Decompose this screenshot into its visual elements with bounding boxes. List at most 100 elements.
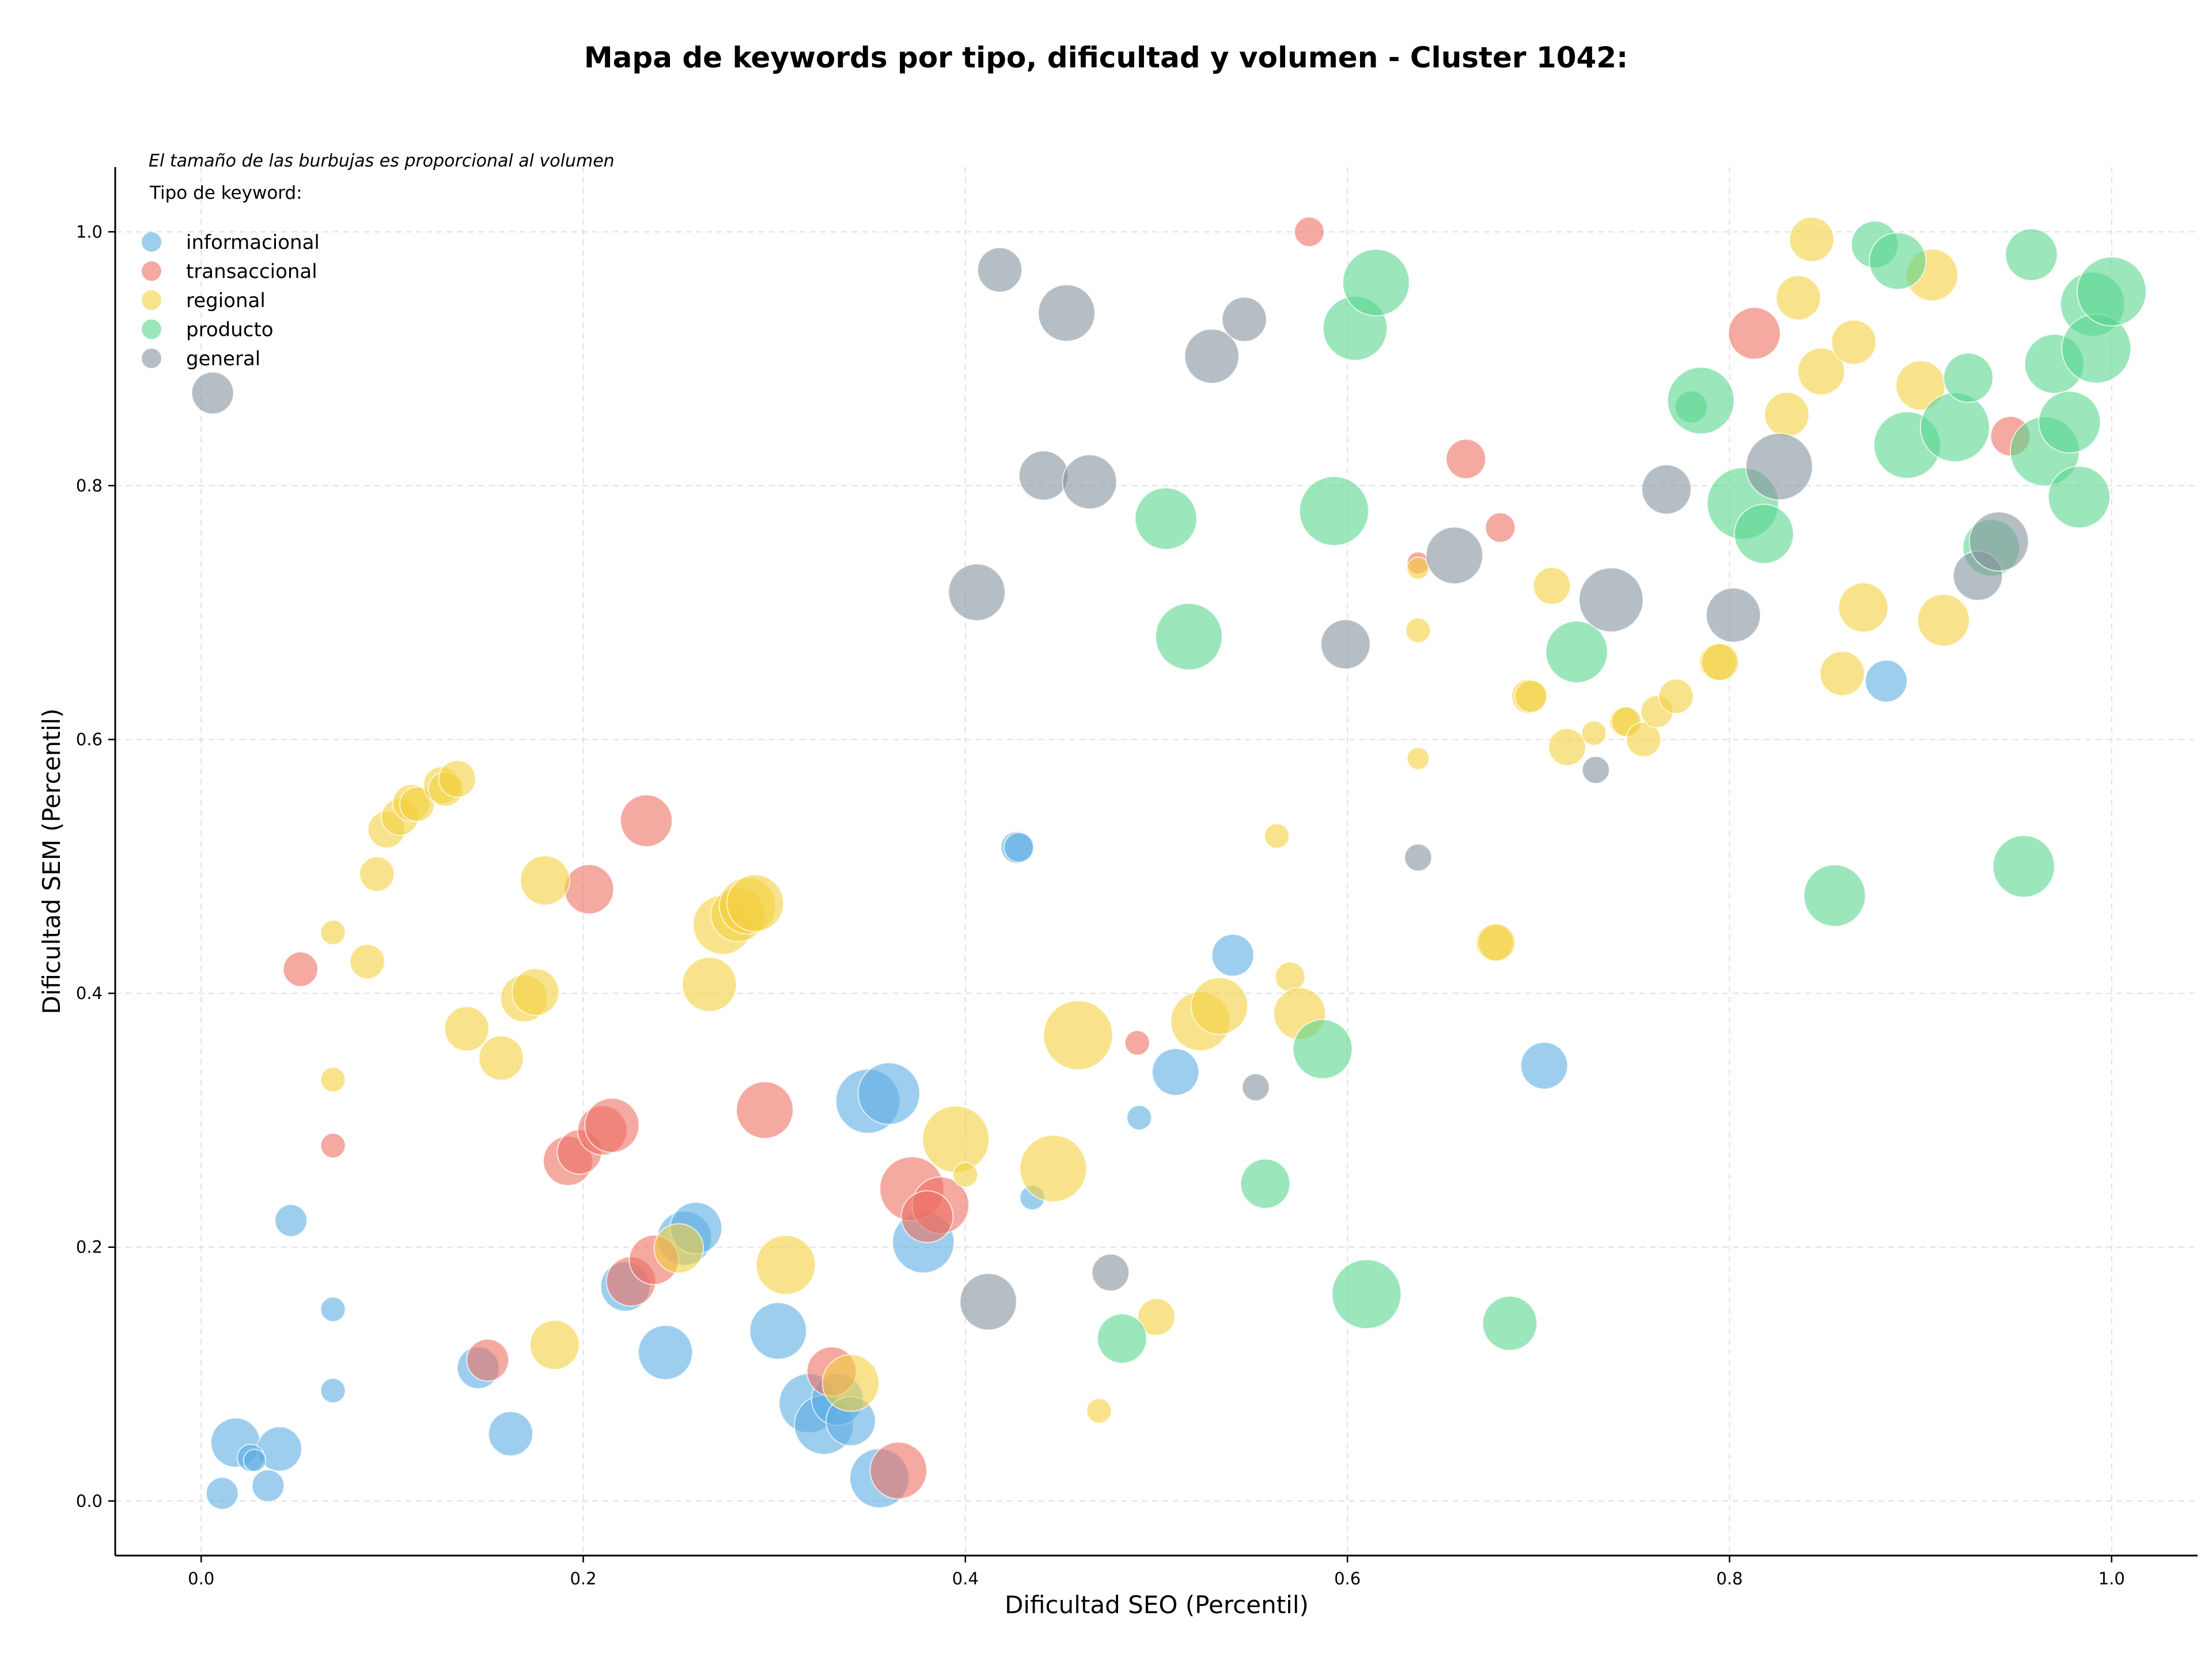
bubble-informacional [243,1448,267,1473]
y-tick-label: 0.0 [76,1491,103,1511]
bubble-transaccional [900,1190,954,1243]
legend-marker [142,319,161,339]
size-annotation: El tamaño de las burbujas es proporciona… [149,151,615,171]
x-axis-label: Dificultad SEO (Percentil) [1005,1591,1309,1619]
chart-title: Mapa de keywords por tipo, dificultad y … [584,41,1628,74]
bubble-general [959,1273,1017,1331]
bubble-regional [399,786,435,822]
bubble-regional [444,1006,490,1052]
bubble-regional [1137,1297,1176,1336]
bubble-producto [2038,391,2101,454]
bubble-informacional [487,1410,534,1457]
bubble-producto [1240,1158,1291,1209]
bubble-informacional [1211,933,1255,977]
y-tick-label: 0.8 [76,476,103,495]
bubble-regional [1406,556,1430,580]
bubble-regional [320,1066,346,1093]
bubble-general [1018,450,1069,501]
bubble-regional [1019,1134,1088,1202]
bubble-regional [1514,679,1548,713]
x-ticks: 0.0 0.2 0.4 0.6 0.8 1.0 [188,1556,2125,1588]
legend-marker [142,232,161,252]
bubble-regional [1190,977,1249,1035]
bubble-transaccional [869,1441,927,1500]
bubble-informacional [749,1301,808,1360]
bubble-informacional [1520,1042,1569,1090]
bubble-regional [349,944,385,979]
bubble-transaccional [1124,1030,1150,1056]
bubble-producto [1803,864,1866,927]
legend-marker [142,349,161,368]
bubble-general [977,247,1023,293]
bubble-producto [1342,248,1410,317]
x-tick-label: 0.2 [570,1569,596,1588]
series-regional [320,217,1970,1424]
bubble-producto [1331,1259,1402,1330]
x-tick-label: 1.0 [2099,1569,2125,1588]
bubble-regional [1764,392,1810,438]
bubble-general [1578,567,1644,633]
bubble-producto [2005,228,2058,281]
bubble-transaccional [320,1133,346,1159]
bubble-regional [1658,678,1694,714]
x-tick-label: 0.0 [188,1569,214,1588]
y-tick-label: 0.4 [76,983,103,1003]
legend-items: informacional transaccional regional produc… [142,231,320,370]
bubble-regional [478,1035,524,1081]
bubble-regional [1819,650,1865,697]
bubble-regional [1789,217,1835,263]
x-tick-label: 0.6 [1334,1569,1361,1588]
legend-label: informacional [186,231,320,254]
bubble-regional [922,1105,990,1174]
legend-marker [142,290,161,310]
bubble-general [1241,1073,1270,1102]
bubble-regional [320,919,346,945]
bubble-general [1581,755,1610,784]
x-tick-label: 0.8 [1716,1569,1743,1588]
bubble-regional [1775,275,1821,321]
bubble-regional [1581,720,1607,746]
bubble-regional [1043,1000,1113,1070]
bubble-producto [1666,366,1735,435]
bubble-producto [1482,1295,1538,1351]
bubble-producto [1943,352,1994,403]
y-tick-label: 0.2 [76,1238,103,1257]
bubble-regional [821,1354,880,1412]
bubble-regional [952,1161,979,1188]
y-axis-label: Dificultad SEM (Percentil) [37,709,66,1015]
bubble-regional [438,759,476,798]
bubble-transaccional [584,1098,640,1153]
legend-marker [142,261,161,281]
bubble-producto [1733,504,1794,565]
bubble-informacional [320,1296,346,1323]
bubble-general [1425,526,1484,585]
bubble-regional [755,1235,816,1295]
bubble-general [1706,587,1762,643]
bubble-general [1404,843,1433,872]
bubble-producto [1292,1019,1353,1080]
legend-item-regional: regional [142,289,266,312]
bubble-producto [1869,232,1927,290]
bubble-informacional [1152,1048,1200,1096]
bubble-informacional [274,1204,308,1238]
bubble-transaccional [466,1338,510,1382]
bubble-regional [1797,347,1846,396]
bubble-transaccional [282,951,319,987]
legend: Tipo de keyword: informacional transaccio… [142,183,320,370]
bubble-regional [1405,617,1431,644]
bubble-general [948,563,1006,622]
x-tick-label: 0.4 [952,1569,979,1588]
bubble-producto [1155,603,1223,671]
axes [114,167,2198,1557]
legend-item-producto: producto [142,319,274,342]
bubble-regional [653,1223,704,1274]
bubble-informacional [638,1325,694,1380]
bubble-producto [2076,256,2147,327]
bubble-informacional [251,1469,285,1503]
bubble-informacional [1865,659,1908,703]
legend-item-informacional: informacional [142,231,320,254]
legend-label: general [186,347,260,370]
bubble-transaccional [736,1081,794,1139]
bubble-informacional [205,1477,239,1510]
